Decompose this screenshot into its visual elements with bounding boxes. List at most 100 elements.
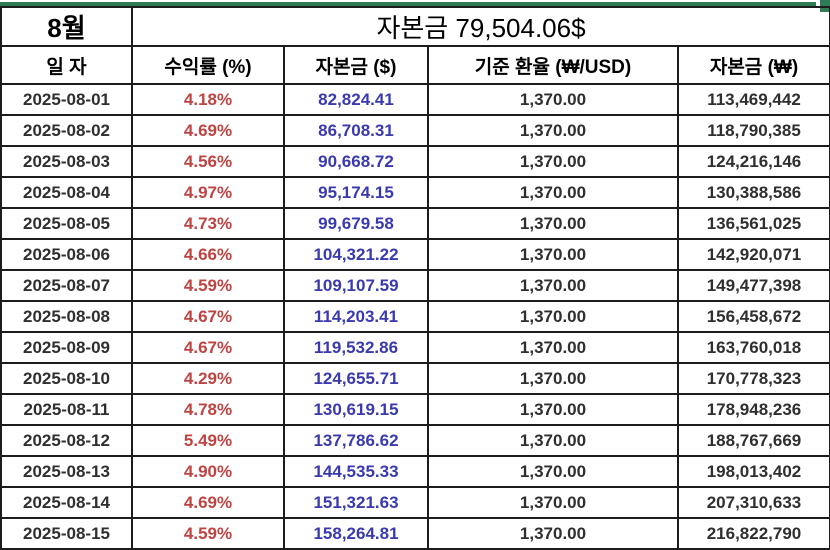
cell-return-pct[interactable]: 4.90% (131, 455, 285, 488)
cell-date[interactable]: 2025-08-12 (0, 424, 133, 457)
cell-date[interactable]: 2025-08-13 (0, 455, 133, 488)
column-header-row: 일 자 수익률 (%) 자본금 ($) 기준 환율 (₩/USD) 자본금 (₩… (0, 45, 830, 85)
cell-date[interactable]: 2025-08-11 (0, 393, 133, 426)
cell-capital-usd[interactable]: 86,708.31 (283, 114, 429, 147)
cell-capital-krw[interactable]: 113,469,442 (677, 83, 830, 116)
cell-capital-usd[interactable]: 144,535.33 (283, 455, 429, 488)
cell-date[interactable]: 2025-08-14 (0, 486, 133, 519)
table-row: 2025-08-11 4.78% 130,619.15 1,370.00 178… (0, 393, 830, 426)
cell-return-pct[interactable]: 4.78% (131, 393, 285, 426)
cell-return-pct[interactable]: 5.49% (131, 424, 285, 457)
cell-capital-usd[interactable]: 158,264.81 (283, 517, 429, 550)
selection-border-top (0, 2, 816, 6)
cell-return-pct[interactable]: 4.29% (131, 362, 285, 395)
cell-capital-krw[interactable]: 142,920,071 (677, 238, 830, 271)
cell-capital-usd[interactable]: 99,679.58 (283, 207, 429, 240)
cell-capital-usd[interactable]: 137,786.62 (283, 424, 429, 457)
cell-return-pct[interactable]: 4.97% (131, 176, 285, 209)
table-row: 2025-08-09 4.67% 119,532.86 1,370.00 163… (0, 331, 830, 364)
cell-date[interactable]: 2025-08-07 (0, 269, 133, 302)
cell-date[interactable]: 2025-08-15 (0, 517, 133, 550)
cell-fx-rate[interactable]: 1,370.00 (427, 517, 679, 550)
cell-capital-krw[interactable]: 216,822,790 (677, 517, 830, 550)
table-row: 2025-08-10 4.29% 124,655.71 1,370.00 170… (0, 362, 830, 395)
cell-capital-krw[interactable]: 163,760,018 (677, 331, 830, 364)
cell-date[interactable]: 2025-08-01 (0, 83, 133, 116)
cell-capital-krw[interactable]: 178,948,236 (677, 393, 830, 426)
cell-capital-usd[interactable]: 95,174.15 (283, 176, 429, 209)
title-row: 8월 자본금 79,504.06$ (0, 6, 830, 47)
cell-fx-rate[interactable]: 1,370.00 (427, 114, 679, 147)
cell-return-pct[interactable]: 4.67% (131, 331, 285, 364)
cell-date[interactable]: 2025-08-04 (0, 176, 133, 209)
cell-return-pct[interactable]: 4.73% (131, 207, 285, 240)
col-header-capital-krw[interactable]: 자본금 (₩) (677, 45, 830, 85)
cell-return-pct[interactable]: 4.69% (131, 114, 285, 147)
table-row: 2025-08-02 4.69% 86,708.31 1,370.00 118,… (0, 114, 830, 147)
cell-capital-usd[interactable]: 109,107.59 (283, 269, 429, 302)
cell-capital-krw[interactable]: 124,216,146 (677, 145, 830, 178)
cell-date[interactable]: 2025-08-06 (0, 238, 133, 271)
cell-capital-krw[interactable]: 130,388,586 (677, 176, 830, 209)
cell-capital-usd[interactable]: 82,824.41 (283, 83, 429, 116)
cell-capital-usd[interactable]: 130,619.15 (283, 393, 429, 426)
cell-date[interactable]: 2025-08-02 (0, 114, 133, 147)
cell-return-pct[interactable]: 4.66% (131, 238, 285, 271)
cell-fx-rate[interactable]: 1,370.00 (427, 238, 679, 271)
cell-capital-krw[interactable]: 149,477,398 (677, 269, 830, 302)
cell-return-pct[interactable]: 4.67% (131, 300, 285, 333)
cell-capital-krw[interactable]: 207,310,633 (677, 486, 830, 519)
cell-fx-rate[interactable]: 1,370.00 (427, 300, 679, 333)
cell-fx-rate[interactable]: 1,370.00 (427, 83, 679, 116)
col-header-fx-rate[interactable]: 기준 환율 (₩/USD) (427, 45, 679, 85)
table-row: 2025-08-07 4.59% 109,107.59 1,370.00 149… (0, 269, 830, 302)
cell-return-pct[interactable]: 4.59% (131, 517, 285, 550)
table-row: 2025-08-04 4.97% 95,174.15 1,370.00 130,… (0, 176, 830, 209)
cell-capital-krw[interactable]: 198,013,402 (677, 455, 830, 488)
cell-fx-rate[interactable]: 1,370.00 (427, 486, 679, 519)
cell-capital-krw[interactable]: 156,458,672 (677, 300, 830, 333)
cell-fx-rate[interactable]: 1,370.00 (427, 455, 679, 488)
col-header-date[interactable]: 일 자 (0, 45, 133, 85)
cell-return-pct[interactable]: 4.59% (131, 269, 285, 302)
cell-capital-krw[interactable]: 170,778,323 (677, 362, 830, 395)
col-header-return-pct[interactable]: 수익률 (%) (131, 45, 285, 85)
cell-fx-rate[interactable]: 1,370.00 (427, 393, 679, 426)
cell-date[interactable]: 2025-08-05 (0, 207, 133, 240)
data-rows: 2025-08-01 4.18% 82,824.41 1,370.00 113,… (0, 83, 830, 550)
table-row: 2025-08-08 4.67% 114,203.41 1,370.00 156… (0, 300, 830, 333)
cell-date[interactable]: 2025-08-10 (0, 362, 133, 395)
cell-return-pct[interactable]: 4.18% (131, 83, 285, 116)
cell-capital-usd[interactable]: 90,668.72 (283, 145, 429, 178)
capital-table: 8월 자본금 79,504.06$ 일 자 수익률 (%) 자본금 ($) 기준… (0, 6, 830, 550)
cell-fx-rate[interactable]: 1,370.00 (427, 424, 679, 457)
cell-capital-usd[interactable]: 104,321.22 (283, 238, 429, 271)
cell-capital-krw[interactable]: 188,767,669 (677, 424, 830, 457)
month-cell[interactable]: 8월 (0, 6, 133, 47)
cell-return-pct[interactable]: 4.69% (131, 486, 285, 519)
cell-capital-usd[interactable]: 119,532.86 (283, 331, 429, 364)
selection-fill-handle[interactable] (820, 0, 830, 12)
table-row: 2025-08-15 4.59% 158,264.81 1,370.00 216… (0, 517, 830, 550)
cell-capital-usd[interactable]: 151,321.63 (283, 486, 429, 519)
cell-fx-rate[interactable]: 1,370.00 (427, 207, 679, 240)
table-row: 2025-08-14 4.69% 151,321.63 1,370.00 207… (0, 486, 830, 519)
table-row: 2025-08-13 4.90% 144,535.33 1,370.00 198… (0, 455, 830, 488)
cell-capital-krw[interactable]: 136,561,025 (677, 207, 830, 240)
cell-fx-rate[interactable]: 1,370.00 (427, 145, 679, 178)
cell-fx-rate[interactable]: 1,370.00 (427, 362, 679, 395)
cell-fx-rate[interactable]: 1,370.00 (427, 269, 679, 302)
capital-title-cell[interactable]: 자본금 79,504.06$ (131, 6, 830, 47)
cell-fx-rate[interactable]: 1,370.00 (427, 331, 679, 364)
cell-date[interactable]: 2025-08-03 (0, 145, 133, 178)
cell-capital-usd[interactable]: 124,655.71 (283, 362, 429, 395)
cell-capital-krw[interactable]: 118,790,385 (677, 114, 830, 147)
table-row: 2025-08-12 5.49% 137,786.62 1,370.00 188… (0, 424, 830, 457)
cell-capital-usd[interactable]: 114,203.41 (283, 300, 429, 333)
cell-return-pct[interactable]: 4.56% (131, 145, 285, 178)
cell-date[interactable]: 2025-08-09 (0, 331, 133, 364)
cell-fx-rate[interactable]: 1,370.00 (427, 176, 679, 209)
col-header-capital-usd[interactable]: 자본금 ($) (283, 45, 429, 85)
cell-date[interactable]: 2025-08-08 (0, 300, 133, 333)
